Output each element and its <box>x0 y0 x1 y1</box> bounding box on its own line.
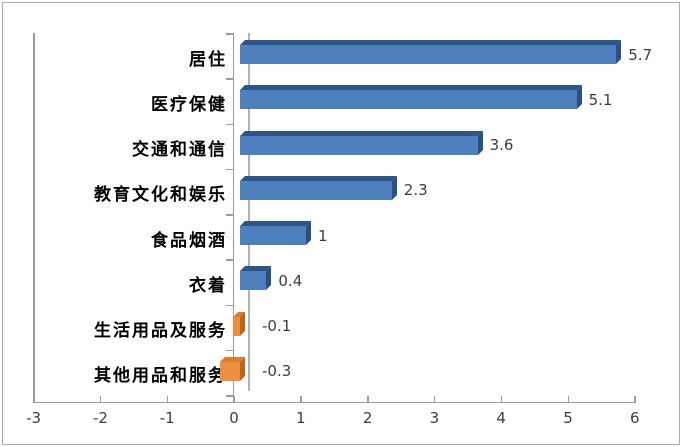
x-tick-label--2: -2 <box>92 409 108 427</box>
x-tick-label-1: 1 <box>296 409 306 427</box>
data-label-0: 5.7 <box>628 45 653 64</box>
data-label-2: 3.6 <box>489 136 514 154</box>
category-tick-4 <box>225 214 233 216</box>
bar-end-face-1 <box>576 85 582 110</box>
data-label-3: 2.3 <box>403 181 428 200</box>
category-label-1: 医疗保健 <box>151 94 227 115</box>
category-tick-0 <box>225 33 233 35</box>
x-tick-3 <box>433 395 436 402</box>
bar-end-face-2 <box>477 130 483 155</box>
x-tick-label-0: 0 <box>229 409 239 427</box>
category-label-4: 食品烟酒 <box>151 230 227 251</box>
category-tick-1 <box>225 78 233 80</box>
x-tick--1 <box>166 395 169 402</box>
value-axis-line <box>33 401 636 403</box>
x-tick-label--1: -1 <box>159 409 175 427</box>
bar-end-face-4 <box>306 221 311 245</box>
bar-end-face-3 <box>391 175 397 200</box>
bar-4 <box>240 221 311 252</box>
x-tick-label-3: 3 <box>429 409 440 427</box>
x-tick--2 <box>99 395 102 402</box>
bar-end-face-5 <box>266 266 272 291</box>
bar-0 <box>240 40 622 71</box>
bar-face-7 <box>220 361 240 381</box>
bar-face-4 <box>240 226 306 245</box>
bar-face-2 <box>240 135 478 155</box>
x-tick-4 <box>500 395 503 402</box>
bar-7 <box>220 356 245 388</box>
bar-end-face-0 <box>616 40 622 64</box>
category-tick-5 <box>225 259 233 261</box>
category-label-7: 其他用品和服务 <box>94 366 227 387</box>
x-tick-2 <box>367 395 369 402</box>
bar-end-face-6 <box>239 311 245 336</box>
category-tick-2 <box>225 123 233 125</box>
data-label-4: 1 <box>318 226 328 245</box>
x-tick-label--3: -3 <box>26 409 42 427</box>
bar-6 <box>233 311 245 343</box>
x-tick-label-2: 2 <box>362 409 373 427</box>
x-tick-label-5: 5 <box>563 409 573 427</box>
category-label-0: 居住 <box>189 49 227 70</box>
category-label-6: 生活用品及服务 <box>94 321 227 341</box>
category-tick-6 <box>225 304 233 306</box>
plot-left-edge-line <box>33 33 35 402</box>
category-axis-line <box>232 33 234 402</box>
data-label-7: -0.3 <box>262 362 292 381</box>
category-tick-7 <box>225 349 233 352</box>
bar-1 <box>240 85 582 116</box>
category-label-3: 教育文化和娱乐 <box>94 185 227 206</box>
x-tick-5 <box>567 395 569 402</box>
back-wall-line <box>248 33 250 391</box>
bar-end-face-7 <box>239 356 245 381</box>
category-tick-3 <box>225 168 233 171</box>
bar-face-0 <box>240 45 617 64</box>
x-tick-0 <box>233 395 235 402</box>
category-label-2: 交通和通信 <box>132 140 227 160</box>
data-label-1: 5.1 <box>588 90 613 109</box>
data-label-5: 0.4 <box>278 271 303 290</box>
x-tick-6 <box>634 395 636 402</box>
bar-5 <box>240 266 272 297</box>
category-label-5: 衣着 <box>189 275 227 296</box>
bar-2 <box>240 130 483 162</box>
bar-face-3 <box>240 180 392 200</box>
bar-3 <box>240 175 397 207</box>
x-tick-label-6: 6 <box>630 409 640 427</box>
bar-face-1 <box>240 90 577 110</box>
bar-face-5 <box>240 271 267 291</box>
x-tick-1 <box>300 395 302 402</box>
category-tick-8 <box>225 395 233 397</box>
x-tick-label-4: 4 <box>496 409 506 427</box>
data-label-6: -0.1 <box>262 317 292 335</box>
x-tick--3 <box>33 395 35 402</box>
bar-face-6 <box>233 316 240 336</box>
